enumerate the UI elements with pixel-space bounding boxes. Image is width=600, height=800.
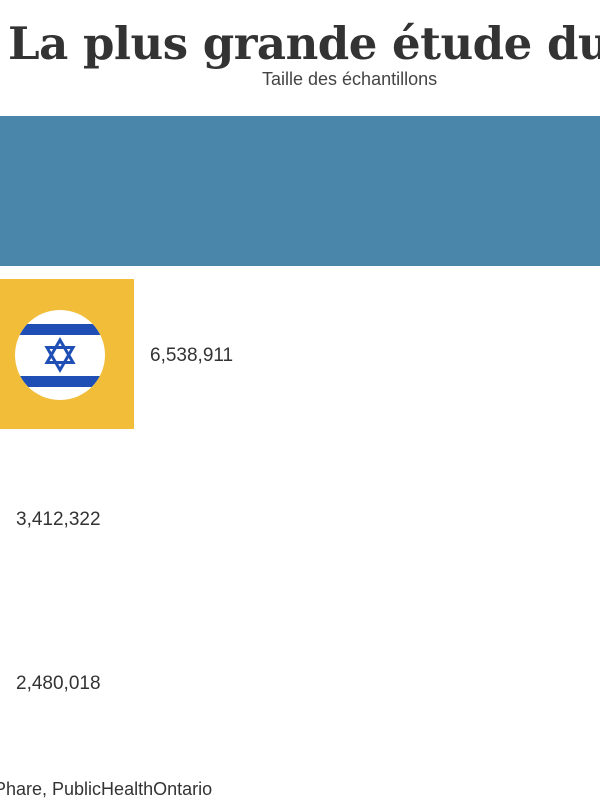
israel-flag-icon [15,310,105,400]
source-note: Phare, PublicHealthOntario [0,779,213,799]
chart-title: La plus grande étude du mo [8,17,600,70]
bar-value-label-3: 2,480,018 [16,673,101,694]
bar-value-label-1: 6,538,911 [150,345,233,366]
chart-subtitle: Taille des échantillons [262,69,438,89]
bar-value-label-2: 3,412,322 [16,509,101,530]
bar-0 [0,116,600,266]
